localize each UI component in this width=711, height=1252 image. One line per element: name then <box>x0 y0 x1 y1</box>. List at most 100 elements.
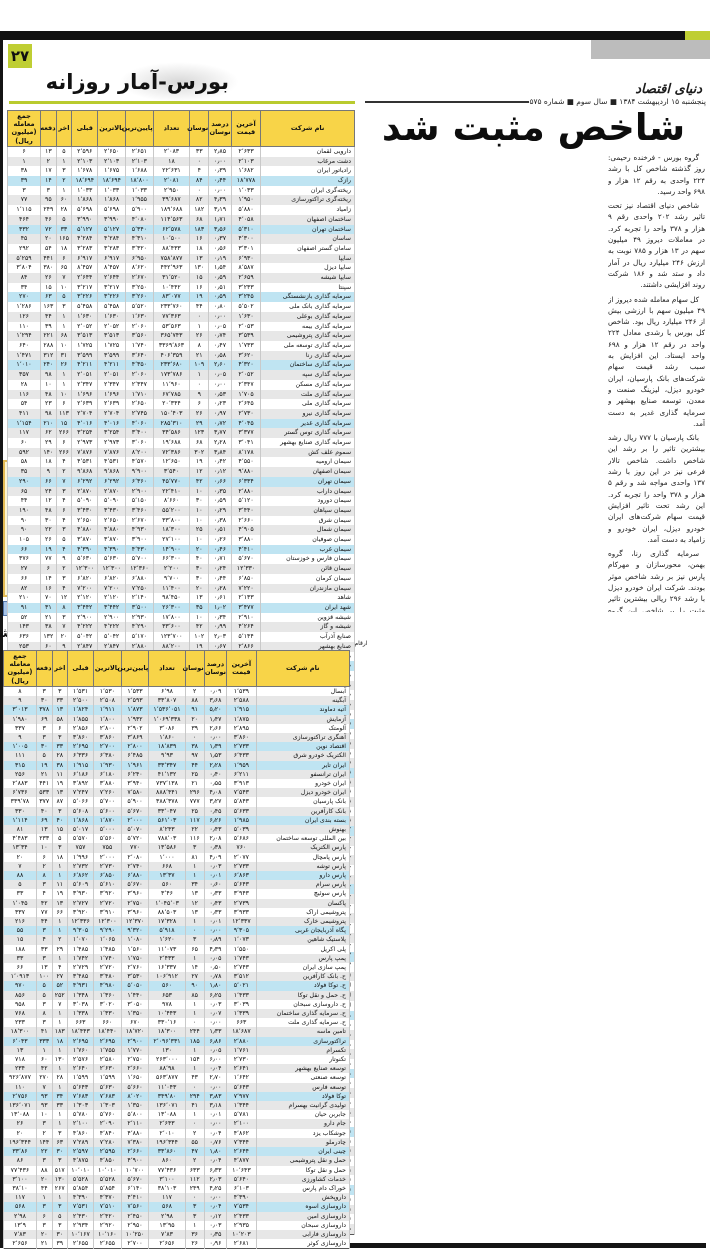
cell-value: ۰٫۴۲ <box>209 457 233 468</box>
company-name: جوشکاب یزد <box>256 1128 352 1138</box>
table-row: شاهد ۲٬۱۳۳ ۰٫۶۱ ۱۳ ۹۸٬۴۵۰ ۲٬۱۴۰ ۲٬۱۲۰ ۲٬۱۲۰ ۱۲ ۷۰… <box>7 593 356 603</box>
cell-value: ۳٬۲۲۶ <box>98 292 128 303</box>
cell-value: ۸۸۸٬۴۴۱ <box>149 788 187 798</box>
cell-value: ۲۰ <box>190 583 211 594</box>
cell-value: ۱ <box>56 321 74 332</box>
cell-value: ۱٬۹۵۵ <box>126 195 155 206</box>
cell-value: ۵٬۵۷۰ <box>68 834 95 844</box>
cell-value: ۱۹۶٬۳۴۴ <box>149 1137 187 1148</box>
cell-value: ۷٬۲۰۰ <box>98 583 128 594</box>
company-name: توسعه فارس <box>256 1082 352 1092</box>
cell-value: ۱۸ <box>52 1036 70 1046</box>
cell-value: ۹۰ <box>7 515 43 526</box>
cell-value: ۳۳٬۸۶ <box>4 1147 38 1157</box>
company-name: سایپا شیشه <box>261 273 356 283</box>
table-row: رادیاتور ایران ۱٬۶۸۲ ۰٫۳۹ ۴ ۲۲٬۶۳۱ ۱٬۶۸۸ ۱٬۶۷۵… <box>7 166 356 177</box>
column-header: جمع معامله (میلیون ریال) <box>7 110 43 147</box>
cell-value: ۳۵ <box>190 602 211 613</box>
table-row: ح. داروسازی سبحان ۳٬۰۳۹ ۰٫۰۳ ۱ ۹۷۸ ۳٬۰۵۰ ۳٬۰۲۰… <box>4 999 352 1010</box>
cell-value: ۳٫۸۴ <box>209 447 233 458</box>
cell-value: ۲۵ <box>185 806 206 816</box>
cell-value: ۲ <box>52 935 70 945</box>
cell-value: ۱۳۰ <box>190 263 211 274</box>
cell-value: ۷٬۹۷۷ <box>227 1091 258 1102</box>
table-row: صنایع بهشهر ۲٬۸۶۶ ۰٫۶۷ ۱۹ ۸۸٬۲۰۰ ۲٬۸۸۰ ۲٬۸۴۷ ۲٬… <box>7 641 356 652</box>
cell-value: ۰٫۶۱ <box>209 593 233 603</box>
cell-value: ۳ <box>56 573 74 584</box>
cell-value: ۲٬۶۵۵ <box>68 1239 95 1249</box>
cell-value: ۳۸ <box>52 760 70 770</box>
cell-value: ۶۲ <box>41 428 58 439</box>
table-row: سرمایه گذاری سپه ۲٬۰۵۲ ۰٫۰۵ ۱ ۱۷۳٬۷۸۶ ۲٬۰۶۰ ۲٬… <box>7 370 356 380</box>
cell-value: ۴٬۳۰۰ <box>231 234 263 244</box>
cell-value: ۱۹ <box>52 778 70 789</box>
cell-value: ۵۵٬۲۰۰ <box>153 505 192 516</box>
cell-value: ۱٬۰۶۵ <box>94 935 123 945</box>
cell-value: ۱٬۰۶۹٬۳۳۸ <box>149 714 187 724</box>
article-paragraph: سرمایه گذاری رنا، گروه بهمن، محورسازان و… <box>609 549 706 612</box>
cell-value: ۲۱۰ <box>7 593 43 603</box>
column-header: درصد نوسان <box>204 650 229 687</box>
table-row: ح. توکا فولاد ۵٬۰۲۱ ۱٫۸۰ ۹۰ ۵۶۰ ۵٬۰۵۰ ۴٬۹۸۰ ۴٬۹… <box>4 981 352 991</box>
cell-value: ۱۳ <box>52 898 70 908</box>
cell-value: ۲۰ <box>41 234 58 244</box>
company-name: حمل و نقل پتروشیمی <box>256 1156 352 1166</box>
cell-value: ۶ <box>52 723 70 733</box>
cell-value: ۲٬۰۷۷ <box>227 852 258 862</box>
cell-value: ۴ <box>56 583 74 594</box>
cell-value: ۲٬۱۰۰ <box>227 1119 258 1129</box>
cell-value: ۴٬۳۹۰ <box>227 1193 258 1203</box>
company-name: بین المللی توسعه ساختمان <box>256 834 352 844</box>
cell-value: ۱۰٬۰۱۰ <box>94 1165 123 1175</box>
table-row: ایران خودرو دیزل ۷٬۵۴۳ ۴٫۰۸ ۲۹۶ ۸۸۸٬۴۴۱ ۷٬۵۸۰… <box>4 788 352 798</box>
cell-value: ۵۹۲ <box>7 447 43 458</box>
company-name: سرمایه گذاری رنا <box>261 350 356 361</box>
cell-value: ۱٬۸۶۰ <box>149 732 187 743</box>
company-name: زامیاد <box>261 205 356 215</box>
cell-value: ۳٬۶۴۰ <box>126 350 155 361</box>
cell-value: ۲۹ <box>190 418 211 429</box>
table-row: پارس سرام ۵٬۶۴۳ ۰٫۶۰ ۳۴ ۵۶۰ ۵٬۶۷۰ ۵٬۶۱۰ ۵٬۶۰۹ ۱۱… <box>4 880 352 890</box>
cell-value: ۱٬۳۳۹ <box>227 1009 258 1019</box>
cell-value: ۱٬۳۵۰ <box>121 1101 151 1111</box>
cell-value: ۰٫۲۸ <box>209 583 233 594</box>
cell-value: ۱٬۶۴۲ <box>227 1073 258 1083</box>
cell-value: ۱٬۶۲۰ <box>149 935 187 945</box>
cell-value: ۳ <box>36 1156 54 1166</box>
cell-value: ۵۳٬۵۶۳ <box>153 321 192 332</box>
cell-value: ۳ <box>36 1202 54 1212</box>
cell-value: ۲٬۹۰۲ <box>121 723 151 733</box>
cell-value: ۰٫۳۷ <box>209 234 233 244</box>
cell-value: ۲٬۶۵۶ <box>149 1239 187 1249</box>
cell-value: ۱ <box>52 953 70 964</box>
cell-value: ۹٬۸۶۸ <box>98 467 128 477</box>
cell-value: ۰٫۴۶ <box>209 544 233 555</box>
column-header: پایین‌ترین <box>118 650 151 687</box>
cell-value: ۱۳ <box>185 889 206 899</box>
cell-value: ۷۷ <box>41 554 58 565</box>
cell-value: ۲۹۴ <box>185 1091 206 1102</box>
cell-value: ۱۱۶ <box>7 389 43 400</box>
table-row: سامان گستر اصفهان ۳٬۳۰۱ ۰٫۵۶ ۱۸ ۸۸٬۴۳۳ ۳٬۳۲۰ ۳… <box>7 243 356 254</box>
cell-value: ۲۰ <box>185 714 206 724</box>
cell-value: ۳٬۹۳۳ <box>227 907 258 918</box>
cell-value: ۶٬۸۲۰ <box>98 573 128 584</box>
article-paragraph: شاخص دنیای اقتصاد نیز تحت تاثیر رشد ۲۰۲ … <box>609 201 706 290</box>
cell-value: ۱٬۴۸۵ <box>68 944 95 954</box>
cell-value: ۸٬۴۵۷ <box>72 263 100 274</box>
cell-value: ۱٬۴۳۳ <box>227 990 258 1000</box>
column-header: تعداد <box>149 650 187 687</box>
cell-value: ۲۲ <box>185 824 206 835</box>
cell-value: ۵٬۶۴۳ <box>68 1082 95 1092</box>
cell-value: ۱٬۶۹۶ <box>72 389 100 400</box>
cell-value: ۱۰٬۷۰۰ <box>121 1165 151 1175</box>
cell-value: ۱۸٬۶۸۷ <box>227 1027 258 1037</box>
cell-value: ۲۴۹ <box>185 1183 206 1194</box>
cell-value: ۰٫۴۰ <box>204 769 229 779</box>
cell-value: ۱٬۷۶۱ <box>227 1045 258 1056</box>
cell-value: ۱۹ <box>36 760 54 770</box>
cell-value: ۱۲٬۳۰۰ <box>98 564 128 574</box>
cell-value: ۱٬۰۴۵٬۰۳ <box>149 898 187 908</box>
cell-value: ۶۶ <box>52 907 70 918</box>
company-name: سرمایه گذاری بوعلی <box>261 311 356 322</box>
